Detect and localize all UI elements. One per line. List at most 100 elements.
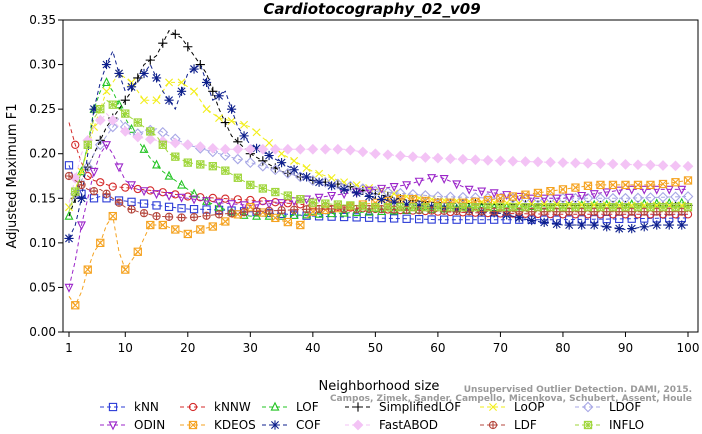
- data-point: [339, 184, 349, 194]
- data-point: [358, 202, 368, 211]
- data-point: [232, 153, 244, 165]
- data-point: [671, 178, 680, 187]
- data-point: [502, 191, 512, 201]
- data-point: [677, 220, 687, 230]
- data-point: [446, 203, 455, 212]
- data-point: [407, 151, 419, 163]
- data-point: [214, 91, 224, 101]
- data-point: [395, 150, 406, 162]
- data-point: [289, 165, 299, 175]
- data-point: [658, 203, 668, 212]
- data-point: [258, 184, 267, 193]
- data-point: [282, 143, 294, 155]
- x-tick-label: 20: [180, 341, 195, 355]
- legend-label: kNN: [134, 400, 159, 414]
- data-point: [596, 180, 605, 190]
- data-point: [621, 180, 630, 190]
- x-tick-label: 100: [677, 341, 700, 355]
- series-group: [64, 29, 694, 310]
- data-point: [314, 208, 324, 218]
- data-point: [246, 180, 255, 190]
- data-point: [671, 203, 680, 212]
- x-tick-label: 50: [368, 341, 383, 355]
- data-point: [89, 187, 99, 196]
- data-point: [208, 86, 218, 96]
- y-tick-label: 0.20: [29, 147, 56, 161]
- series-ldf: [64, 171, 688, 222]
- legend-item-loop: LoOP: [480, 400, 545, 414]
- data-point: [464, 185, 474, 195]
- data-point: [301, 172, 312, 182]
- data-point: [196, 225, 205, 234]
- data-point: [171, 152, 180, 161]
- data-point: [239, 131, 249, 141]
- data-point: [202, 211, 211, 220]
- data-point: [140, 96, 149, 105]
- data-point: [433, 203, 443, 212]
- data-point: [252, 201, 262, 211]
- y-axis: 0.00 0.05 0.10 0.15 0.20 0.25 0.30 0.35: [29, 13, 63, 339]
- data-point: [552, 207, 561, 216]
- data-point: [364, 213, 374, 222]
- data-point: [102, 77, 112, 87]
- data-point: [307, 143, 319, 155]
- data-point: [145, 55, 155, 65]
- data-point: [577, 220, 587, 230]
- data-point: [265, 139, 274, 148]
- data-point: [382, 149, 394, 161]
- data-point: [290, 156, 299, 165]
- data-point: [183, 158, 192, 167]
- data-point: [602, 222, 612, 232]
- data-point: [314, 177, 324, 187]
- data-point: [152, 159, 162, 169]
- data-point: [507, 155, 519, 167]
- data-point: [251, 143, 262, 153]
- data-point: [77, 166, 86, 176]
- data-point: [277, 210, 287, 220]
- legend-item-lof: LOF: [262, 400, 319, 414]
- data-point: [227, 117, 236, 126]
- legend-label: FastABOD: [379, 418, 438, 432]
- data-point: [77, 221, 86, 231]
- data-point: [239, 201, 249, 211]
- data-point: [571, 203, 580, 212]
- data-point: [439, 175, 449, 185]
- data-point: [189, 64, 199, 74]
- y-axis-label: Adjusted Maximum F1: [5, 104, 20, 249]
- legend-label: INFLO: [609, 418, 644, 432]
- data-point: [389, 214, 399, 223]
- data-point: [164, 191, 174, 201]
- legend-label: LDF: [514, 418, 537, 432]
- data-point: [333, 200, 343, 209]
- data-point: [189, 205, 199, 214]
- data-point: [277, 149, 286, 158]
- legend-item-kdeos: KDEOS: [180, 418, 256, 432]
- data-point: [395, 187, 406, 199]
- legend-marker: [108, 421, 118, 431]
- data-point: [289, 197, 299, 207]
- data-point: [302, 195, 312, 205]
- data-point: [195, 59, 205, 70]
- data-point: [108, 211, 117, 221]
- x-tick-label: 1: [65, 341, 73, 355]
- x-tick-label: 90: [618, 341, 633, 355]
- data-point: [452, 215, 461, 224]
- data-point: [240, 120, 249, 129]
- data-point: [615, 207, 624, 216]
- data-point: [470, 154, 481, 166]
- data-point: [346, 201, 355, 210]
- data-point: [121, 183, 130, 192]
- data-point: [369, 185, 381, 197]
- data-point: [215, 114, 224, 123]
- data-point: [177, 179, 187, 189]
- data-point: [277, 206, 286, 215]
- legend-label: KDEOS: [214, 418, 256, 432]
- data-point: [640, 207, 649, 216]
- data-point: [96, 104, 105, 114]
- data-point: [620, 159, 631, 170]
- data-point: [515, 207, 524, 216]
- data-point: [296, 195, 305, 204]
- data-point: [271, 213, 280, 223]
- data-point: [389, 205, 399, 215]
